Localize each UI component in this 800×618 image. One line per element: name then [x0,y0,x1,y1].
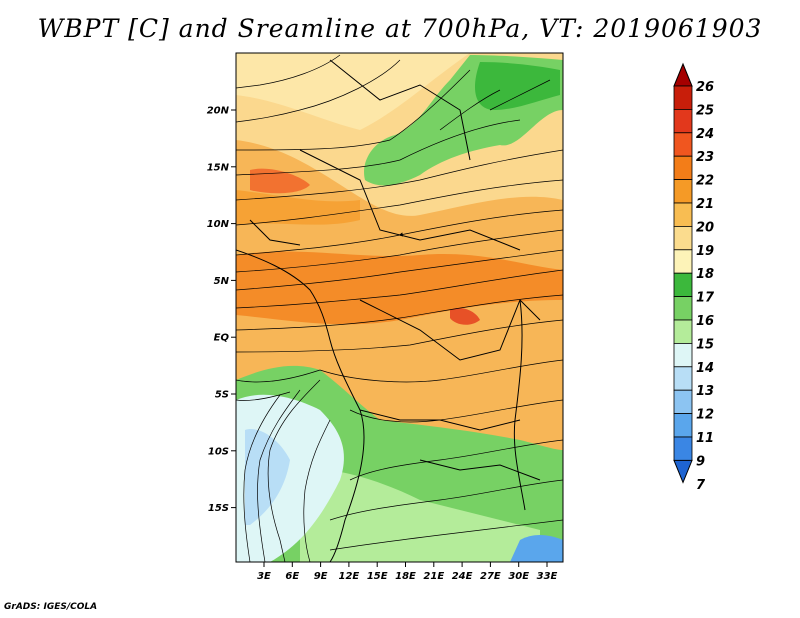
colorbar-level-label: 14 [696,361,714,376]
colorbar-level-label: 11 [696,431,714,446]
streamlines [236,54,563,562]
colorbar-swatch [673,109,693,134]
colorbar-swatch [673,366,693,391]
colorbar-swatch [673,225,693,251]
footer-credit: GrADS: IGES/COLA [4,602,98,612]
lon-tick-label: 30E [508,571,529,582]
lon-tick-label: 33E [537,571,558,582]
colorbar-swatch [673,155,693,180]
wbpt-field [236,53,563,562]
colorbar-swatch [673,202,693,227]
colorbar-swatch [673,319,693,344]
lon-tick-label: 18E [395,571,416,582]
colorbar-level-label: 25 [696,103,714,118]
lon-tick-label: 9E [314,571,328,582]
lon-tick-label: 27E [480,571,501,582]
latitude-axis: 20N 15N 10N 5N EQ 5S 10S 15S [207,106,236,514]
colorbar-swatch [673,85,693,110]
lon-tick-label: 21E [423,571,444,582]
lat-tick-label: 15N [207,162,230,173]
colorbar-swatch [673,436,693,461]
colorbar-swatch [673,179,693,204]
lon-tick-label: 24E [452,571,473,582]
chart-title: WBPT [C] and Sreamline at 700hPa, VT: 20… [37,14,763,43]
lat-tick-label: EQ [214,333,230,344]
colorbar-level-label: 13 [696,384,714,399]
colorbar-level-label: 15 [696,337,714,352]
colorbar-level-label: 26 [696,80,714,95]
colorbar-swatch [673,342,693,368]
colorbar-top-arrow [673,62,693,87]
colorbar-level-label: 12 [696,408,714,423]
lon-tick-label: 15E [367,571,388,582]
colorbar: 26 25 24 23 22 21 20 19 18 17 16 15 14 13 12 11 9 7 [673,62,715,493]
lat-tick-label: 5N [214,276,230,287]
colorbar-level-label: 7 [696,478,706,493]
colorbar-level-label: 17 [696,291,715,306]
colorbar-swatch [673,132,693,157]
lon-tick-label: 6E [285,571,299,582]
colorbar-level-label: 24 [696,127,714,142]
colorbar-level-label: 19 [696,244,714,259]
lon-tick-label: 3E [257,571,271,582]
colorbar-swatch [673,389,693,415]
colorbar-swatch [673,272,693,298]
lat-tick-label: 20N [207,106,230,117]
colorbar-level-label: 23 [696,150,714,165]
lat-tick-label: 10S [208,446,229,457]
lat-tick-label: 5S [215,390,229,401]
colorbar-swatch [673,249,693,274]
colorbar-bottom-arrow [673,459,693,484]
lat-tick-label: 10N [207,219,230,230]
map-frame [235,52,564,563]
colorbar-level-label: 22 [696,174,714,189]
colorbar-swatch [673,413,693,438]
colorbar-level-label: 21 [696,197,714,212]
colorbar-level-label: 20 [696,220,714,235]
lat-tick-label: 15S [208,503,229,514]
colorbar-level-label: 9 [696,454,705,469]
longitude-axis: 3E 6E 9E 12E 15E 18E 21E 24E 27E 30E 33E [257,562,558,582]
colorbar-swatch [673,296,693,321]
lon-tick-label: 12E [339,571,360,582]
colorbar-level-label: 16 [696,314,714,329]
colorbar-level-label: 18 [696,267,714,282]
